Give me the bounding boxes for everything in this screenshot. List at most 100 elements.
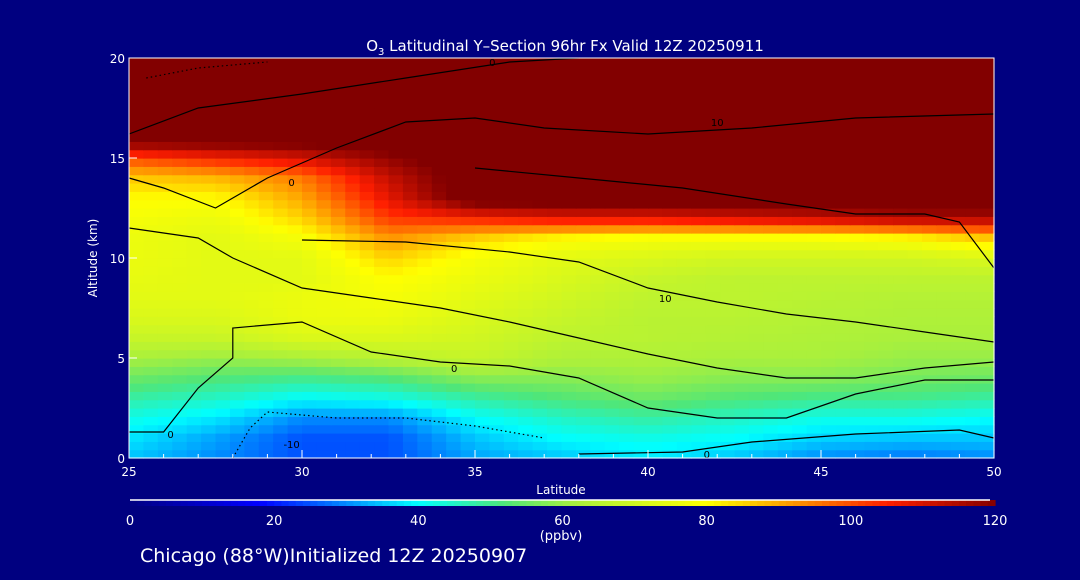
heatmap-cell [417,166,433,176]
heatmap-cell [893,249,909,259]
heatmap-cell [345,83,361,92]
heatmap-cell [273,341,289,351]
heatmap-cell [186,316,202,326]
heatmap-cell [359,124,375,134]
heatmap-cell [374,441,390,451]
heatmap-cell [705,224,721,234]
colorbar-segment [187,500,196,506]
heatmap-cell [792,133,808,142]
heatmap-cell [229,324,245,334]
heatmap-cell [302,408,318,417]
heatmap-cell [691,274,707,284]
heatmap-cell [503,191,519,201]
heatmap-cell [273,166,289,176]
heatmap-cell [662,383,678,392]
heatmap-cell [734,283,750,292]
heatmap-cell [821,183,837,192]
heatmap-cell [186,241,202,251]
heatmap-cell [330,66,346,76]
heatmap-cell [547,174,563,184]
heatmap-cell [921,399,937,409]
heatmap-cell [936,441,952,451]
heatmap-cell [186,249,202,259]
heatmap-cell [518,91,534,101]
heatmap-cell [229,391,245,401]
heatmap-cell [878,66,894,76]
heatmap-cell [849,399,865,409]
heatmap-cell [691,299,707,309]
heatmap-cell [806,233,822,242]
heatmap-cell [460,366,476,376]
colorbar-segment [194,500,203,506]
heatmap-cell [547,133,563,142]
heatmap-cell [244,233,260,242]
heatmap-cell [575,416,591,426]
heatmap-cell [777,283,793,292]
heatmap-cell [547,274,563,284]
heatmap-cell [460,133,476,142]
heatmap-cell [835,91,851,101]
heatmap-cell [648,299,664,309]
heatmap-cell [979,124,995,134]
heatmap-cell [950,183,966,192]
heatmap-cell [575,74,591,84]
heatmap-cell [258,424,274,434]
heatmap-cell [921,274,937,284]
heatmap-cell [258,216,274,226]
heatmap-cell [633,324,649,334]
heatmap-cell [460,324,476,334]
heatmap-cell [806,133,822,142]
heatmap-cell [201,258,217,267]
heatmap-cell [244,349,260,359]
heatmap-cell [821,124,837,134]
heatmap-cell [460,183,476,192]
heatmap-cell [590,183,606,192]
heatmap-cell [431,266,447,276]
heatmap-cell [662,299,678,309]
heatmap-cell [201,358,217,367]
heatmap-cell [676,99,692,109]
heatmap-cell [590,324,606,334]
heatmap-cell [893,366,909,376]
heatmap-cell [475,224,491,234]
heatmap-cell [633,74,649,84]
heatmap-cell [547,241,563,251]
colorbar-segment [360,500,369,506]
heatmap-cell [763,349,779,359]
heatmap-cell [460,199,476,209]
heatmap-cell [186,258,202,267]
heatmap-cell [633,374,649,384]
heatmap-cell [215,424,231,434]
heatmap-cell [287,241,303,251]
heatmap-cell [532,66,548,76]
heatmap-cell [244,383,260,392]
heatmap-cell [907,324,923,334]
heatmap-cell [734,208,750,217]
heatmap-cell [619,191,635,201]
heatmap-cell [172,141,188,151]
heatmap-cell [359,116,375,126]
heatmap-cell [720,199,736,209]
heatmap-cell [575,224,591,234]
heatmap-cell [734,116,750,126]
heatmap-cell [619,291,635,301]
heatmap-cell [633,208,649,217]
heatmap-cell [662,316,678,326]
heatmap-cell [734,399,750,409]
heatmap-cell [244,249,260,259]
heatmap-cell [532,408,548,417]
heatmap-cell [705,208,721,217]
heatmap-cell [893,316,909,326]
heatmap-cell [129,158,145,167]
heatmap-cell [143,233,159,242]
heatmap-cell [489,433,505,442]
heatmap-cell [792,374,808,384]
heatmap-cell [821,258,837,267]
heatmap-cell [561,208,577,217]
heatmap-cell [561,308,577,317]
heatmap-cell [792,358,808,367]
heatmap-cell [446,149,462,159]
heatmap-cell [388,141,404,151]
heatmap-cell [503,424,519,434]
heatmap-cell [547,216,563,226]
